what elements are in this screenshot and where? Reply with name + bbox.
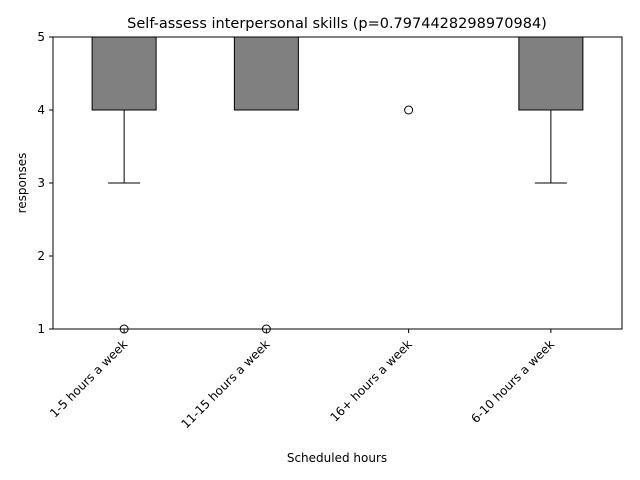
x-tick-label: 1-5 hours a week — [47, 337, 130, 420]
y-axis-label: responses — [15, 153, 29, 214]
box-iqr — [233, 36, 299, 111]
x-tick-label: 11-15 hours a week — [178, 337, 272, 431]
y-tick-label: 4 — [37, 103, 45, 117]
x-tick-label: 6-10 hours a week — [468, 337, 557, 426]
box-group — [376, 36, 441, 115]
y-tick-label: 5 — [37, 30, 45, 44]
x-tick-label: 16+ hours a week — [327, 337, 414, 424]
box-iqr — [91, 36, 157, 111]
box-iqr — [518, 36, 584, 111]
x-axis-label: Scheduled hours — [287, 451, 387, 465]
box-group — [233, 36, 299, 334]
box-group — [91, 36, 157, 334]
y-tick-label: 3 — [37, 176, 45, 190]
outlier-point — [404, 105, 414, 115]
box-group — [518, 36, 584, 184]
plot-area: 1 2 3 4 5 1-5 hours a week 11-15 hours a week 1… — [37, 30, 623, 431]
chart-title: Self-assess interpersonal skills (p=0.79… — [127, 16, 547, 32]
y-tick-label: 2 — [37, 249, 45, 263]
y-tick-label: 1 — [37, 322, 45, 336]
